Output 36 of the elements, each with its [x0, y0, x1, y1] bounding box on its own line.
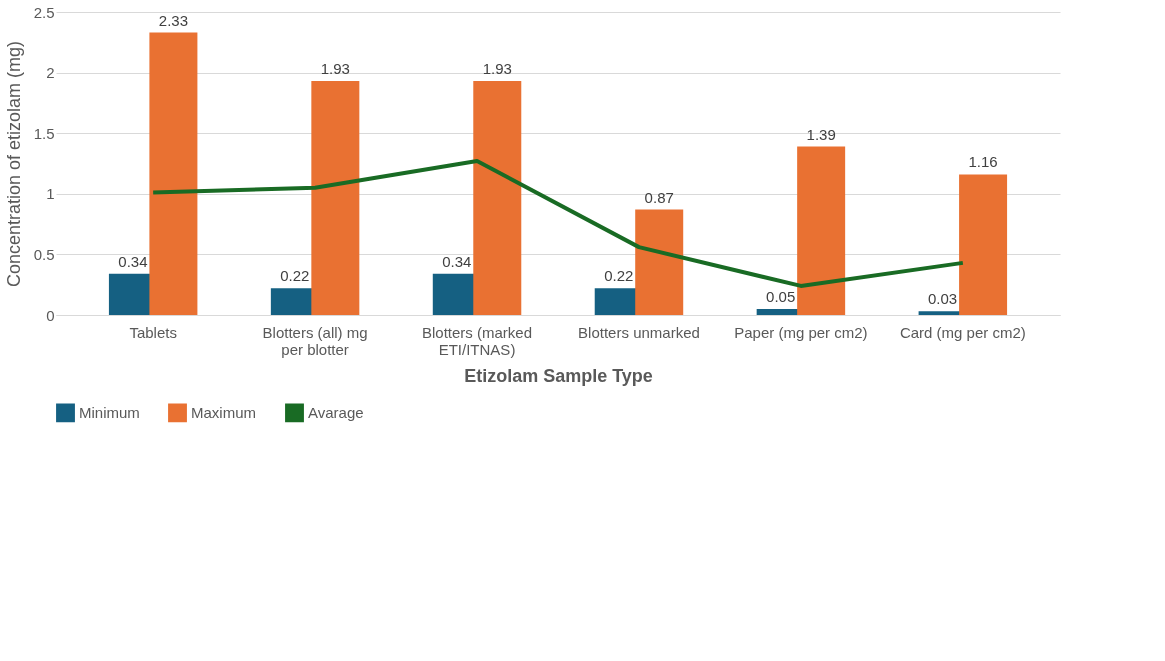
data-label: 1.39: [806, 125, 836, 143]
data-label: 2.33: [158, 11, 188, 29]
bar: [311, 81, 360, 315]
data-label: 1.93: [482, 60, 512, 78]
bar: [635, 209, 684, 315]
bar: [149, 32, 198, 315]
data-label: 0.22: [604, 267, 634, 285]
x-axis-title: Etizolam Sample Type: [464, 365, 653, 386]
x-tick-label: Paper (mg per cm2): [734, 323, 868, 341]
y-tick-label: 0: [46, 306, 55, 324]
x-tick-label: Blotters (all) mg per blotter: [262, 323, 368, 358]
y-tick-label: 1.5: [33, 124, 55, 142]
data-label: 0.03: [928, 290, 958, 308]
line-series: [151, 159, 965, 288]
y-tick-label: 2: [46, 64, 55, 82]
data-label: 1.16: [968, 153, 998, 171]
bar: [473, 81, 522, 315]
x-tick-label: Card (mg per cm2): [899, 323, 1026, 341]
data-label: 0.34: [118, 252, 148, 270]
x-tick-label: Blotters unmarked: [578, 323, 700, 341]
data-label: 0.22: [280, 267, 310, 285]
y-tick-label: 1: [46, 185, 55, 203]
legend-label: Minimum: [79, 403, 140, 421]
y-tick-label: 2.5: [33, 3, 55, 21]
bar: [797, 146, 846, 315]
x-tick-label: Tablets: [129, 323, 177, 341]
data-label: 0.34: [442, 252, 472, 270]
data-label: 1.93: [320, 60, 350, 78]
legend-label: Maximum: [191, 403, 257, 421]
data-label: 0.87: [644, 188, 674, 206]
bar: [959, 174, 1008, 315]
y-axis-title: Concentration of etizolam (mg): [3, 40, 24, 288]
x-tick-label: Blotters (marked ETI/ITNAS): [422, 323, 533, 358]
data-label: 0.05: [766, 287, 796, 305]
legend-label: Avarage: [308, 403, 364, 421]
y-tick-label: 0.5: [33, 245, 55, 263]
